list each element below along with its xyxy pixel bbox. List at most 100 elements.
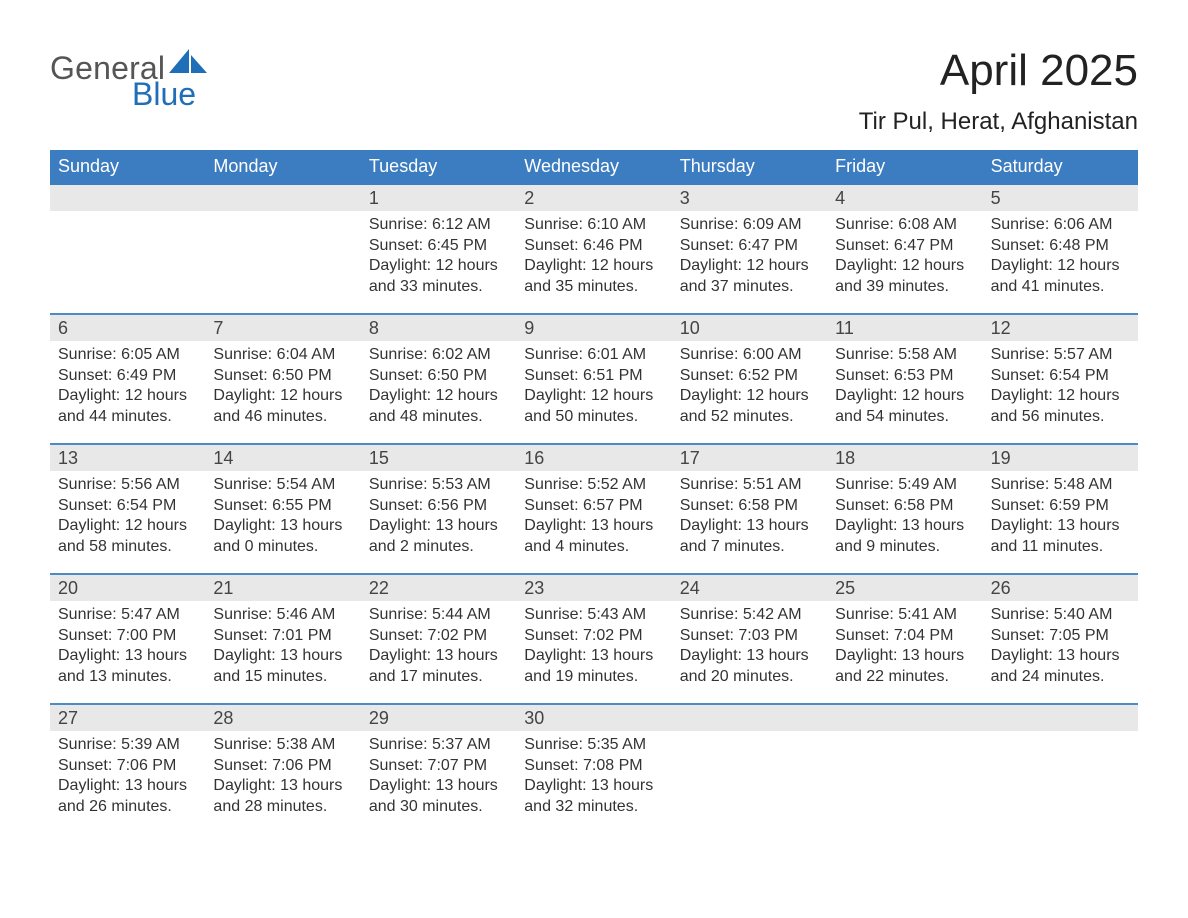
daylight-line1: Daylight: 12 hours bbox=[213, 386, 352, 406]
daylight-line1: Daylight: 13 hours bbox=[369, 516, 508, 536]
daylight-line2: and 35 minutes. bbox=[524, 277, 663, 297]
day-details: Sunrise: 5:57 AMSunset: 6:54 PMDaylight:… bbox=[983, 341, 1138, 437]
sunrise-line: Sunrise: 5:54 AM bbox=[213, 475, 352, 495]
calendar-day: 11Sunrise: 5:58 AMSunset: 6:53 PMDayligh… bbox=[827, 315, 982, 443]
sunrise-line: Sunrise: 5:51 AM bbox=[680, 475, 819, 495]
calendar-day: 29Sunrise: 5:37 AMSunset: 7:07 PMDayligh… bbox=[361, 705, 516, 833]
sunset-line: Sunset: 6:50 PM bbox=[369, 366, 508, 386]
sunrise-line: Sunrise: 5:46 AM bbox=[213, 605, 352, 625]
day-details: Sunrise: 5:49 AMSunset: 6:58 PMDaylight:… bbox=[827, 471, 982, 567]
daylight-line1: Daylight: 12 hours bbox=[991, 256, 1130, 276]
daylight-line1: Daylight: 13 hours bbox=[524, 776, 663, 796]
daylight-line2: and 54 minutes. bbox=[835, 407, 974, 427]
sunset-line: Sunset: 7:04 PM bbox=[835, 626, 974, 646]
day-details: Sunrise: 6:05 AMSunset: 6:49 PMDaylight:… bbox=[50, 341, 205, 437]
day-number: 6 bbox=[50, 315, 205, 341]
day-details: Sunrise: 5:47 AMSunset: 7:00 PMDaylight:… bbox=[50, 601, 205, 697]
sunset-line: Sunset: 7:05 PM bbox=[991, 626, 1130, 646]
sunrise-line: Sunrise: 6:09 AM bbox=[680, 215, 819, 235]
sunrise-line: Sunrise: 6:01 AM bbox=[524, 345, 663, 365]
day-number: 12 bbox=[983, 315, 1138, 341]
location: Tir Pul, Herat, Afghanistan bbox=[859, 108, 1138, 136]
day-details: Sunrise: 6:12 AMSunset: 6:45 PMDaylight:… bbox=[361, 211, 516, 307]
calendar-week: 6Sunrise: 6:05 AMSunset: 6:49 PMDaylight… bbox=[50, 313, 1138, 443]
daylight-line2: and 37 minutes. bbox=[680, 277, 819, 297]
calendar-day: 13Sunrise: 5:56 AMSunset: 6:54 PMDayligh… bbox=[50, 445, 205, 573]
daylight-line2: and 32 minutes. bbox=[524, 797, 663, 817]
daylight-line2: and 41 minutes. bbox=[991, 277, 1130, 297]
day-number bbox=[983, 705, 1138, 731]
daylight-line2: and 24 minutes. bbox=[991, 667, 1130, 687]
day-number: 19 bbox=[983, 445, 1138, 471]
sunrise-line: Sunrise: 5:39 AM bbox=[58, 735, 197, 755]
day-details: Sunrise: 5:43 AMSunset: 7:02 PMDaylight:… bbox=[516, 601, 671, 697]
day-number: 17 bbox=[672, 445, 827, 471]
sunset-line: Sunset: 7:00 PM bbox=[58, 626, 197, 646]
logo: General Blue bbox=[50, 48, 209, 110]
day-details: Sunrise: 5:39 AMSunset: 7:06 PMDaylight:… bbox=[50, 731, 205, 827]
sunrise-line: Sunrise: 6:10 AM bbox=[524, 215, 663, 235]
daylight-line1: Daylight: 13 hours bbox=[369, 776, 508, 796]
sunset-line: Sunset: 6:57 PM bbox=[524, 496, 663, 516]
daylight-line1: Daylight: 13 hours bbox=[835, 646, 974, 666]
sunset-line: Sunset: 6:54 PM bbox=[58, 496, 197, 516]
daylight-line2: and 50 minutes. bbox=[524, 407, 663, 427]
dow-thursday: Thursday bbox=[672, 150, 827, 185]
daylight-line2: and 0 minutes. bbox=[213, 537, 352, 557]
sunrise-line: Sunrise: 5:40 AM bbox=[991, 605, 1130, 625]
dow-saturday: Saturday bbox=[983, 150, 1138, 185]
day-details: Sunrise: 5:37 AMSunset: 7:07 PMDaylight:… bbox=[361, 731, 516, 827]
day-number: 11 bbox=[827, 315, 982, 341]
day-details: Sunrise: 6:06 AMSunset: 6:48 PMDaylight:… bbox=[983, 211, 1138, 307]
calendar-day: 9Sunrise: 6:01 AMSunset: 6:51 PMDaylight… bbox=[516, 315, 671, 443]
daylight-line1: Daylight: 12 hours bbox=[369, 256, 508, 276]
sunrise-line: Sunrise: 6:05 AM bbox=[58, 345, 197, 365]
sunrise-line: Sunrise: 5:53 AM bbox=[369, 475, 508, 495]
day-number: 24 bbox=[672, 575, 827, 601]
daylight-line1: Daylight: 12 hours bbox=[524, 386, 663, 406]
sunrise-line: Sunrise: 5:48 AM bbox=[991, 475, 1130, 495]
day-of-week-header: Sunday Monday Tuesday Wednesday Thursday… bbox=[50, 150, 1138, 185]
sunset-line: Sunset: 7:07 PM bbox=[369, 756, 508, 776]
day-number: 9 bbox=[516, 315, 671, 341]
day-number: 30 bbox=[516, 705, 671, 731]
day-number: 1 bbox=[361, 185, 516, 211]
calendar-day: 30Sunrise: 5:35 AMSunset: 7:08 PMDayligh… bbox=[516, 705, 671, 833]
page-title: April 2025 bbox=[859, 48, 1138, 94]
daylight-line1: Daylight: 12 hours bbox=[369, 386, 508, 406]
day-number: 29 bbox=[361, 705, 516, 731]
day-number: 22 bbox=[361, 575, 516, 601]
day-details: Sunrise: 5:48 AMSunset: 6:59 PMDaylight:… bbox=[983, 471, 1138, 567]
calendar-day: 25Sunrise: 5:41 AMSunset: 7:04 PMDayligh… bbox=[827, 575, 982, 703]
sunrise-line: Sunrise: 6:12 AM bbox=[369, 215, 508, 235]
sunset-line: Sunset: 6:48 PM bbox=[991, 236, 1130, 256]
daylight-line1: Daylight: 13 hours bbox=[213, 776, 352, 796]
sunrise-line: Sunrise: 5:47 AM bbox=[58, 605, 197, 625]
calendar: Sunday Monday Tuesday Wednesday Thursday… bbox=[50, 150, 1138, 833]
daylight-line2: and 44 minutes. bbox=[58, 407, 197, 427]
daylight-line2: and 17 minutes. bbox=[369, 667, 508, 687]
day-number: 3 bbox=[672, 185, 827, 211]
daylight-line2: and 46 minutes. bbox=[213, 407, 352, 427]
calendar-day: 12Sunrise: 5:57 AMSunset: 6:54 PMDayligh… bbox=[983, 315, 1138, 443]
day-details: Sunrise: 5:38 AMSunset: 7:06 PMDaylight:… bbox=[205, 731, 360, 827]
daylight-line2: and 22 minutes. bbox=[835, 667, 974, 687]
day-number: 16 bbox=[516, 445, 671, 471]
sunrise-line: Sunrise: 5:41 AM bbox=[835, 605, 974, 625]
daylight-line2: and 56 minutes. bbox=[991, 407, 1130, 427]
sunset-line: Sunset: 7:01 PM bbox=[213, 626, 352, 646]
day-details: Sunrise: 6:09 AMSunset: 6:47 PMDaylight:… bbox=[672, 211, 827, 307]
sunrise-line: Sunrise: 5:44 AM bbox=[369, 605, 508, 625]
daylight-line1: Daylight: 12 hours bbox=[58, 386, 197, 406]
daylight-line1: Daylight: 13 hours bbox=[213, 516, 352, 536]
daylight-line1: Daylight: 13 hours bbox=[58, 646, 197, 666]
calendar-day: 22Sunrise: 5:44 AMSunset: 7:02 PMDayligh… bbox=[361, 575, 516, 703]
daylight-line2: and 7 minutes. bbox=[680, 537, 819, 557]
calendar-week: 20Sunrise: 5:47 AMSunset: 7:00 PMDayligh… bbox=[50, 573, 1138, 703]
day-number: 20 bbox=[50, 575, 205, 601]
calendar-day bbox=[983, 705, 1138, 833]
calendar-day: 14Sunrise: 5:54 AMSunset: 6:55 PMDayligh… bbox=[205, 445, 360, 573]
day-number: 13 bbox=[50, 445, 205, 471]
day-details: Sunrise: 6:04 AMSunset: 6:50 PMDaylight:… bbox=[205, 341, 360, 437]
calendar-day: 18Sunrise: 5:49 AMSunset: 6:58 PMDayligh… bbox=[827, 445, 982, 573]
